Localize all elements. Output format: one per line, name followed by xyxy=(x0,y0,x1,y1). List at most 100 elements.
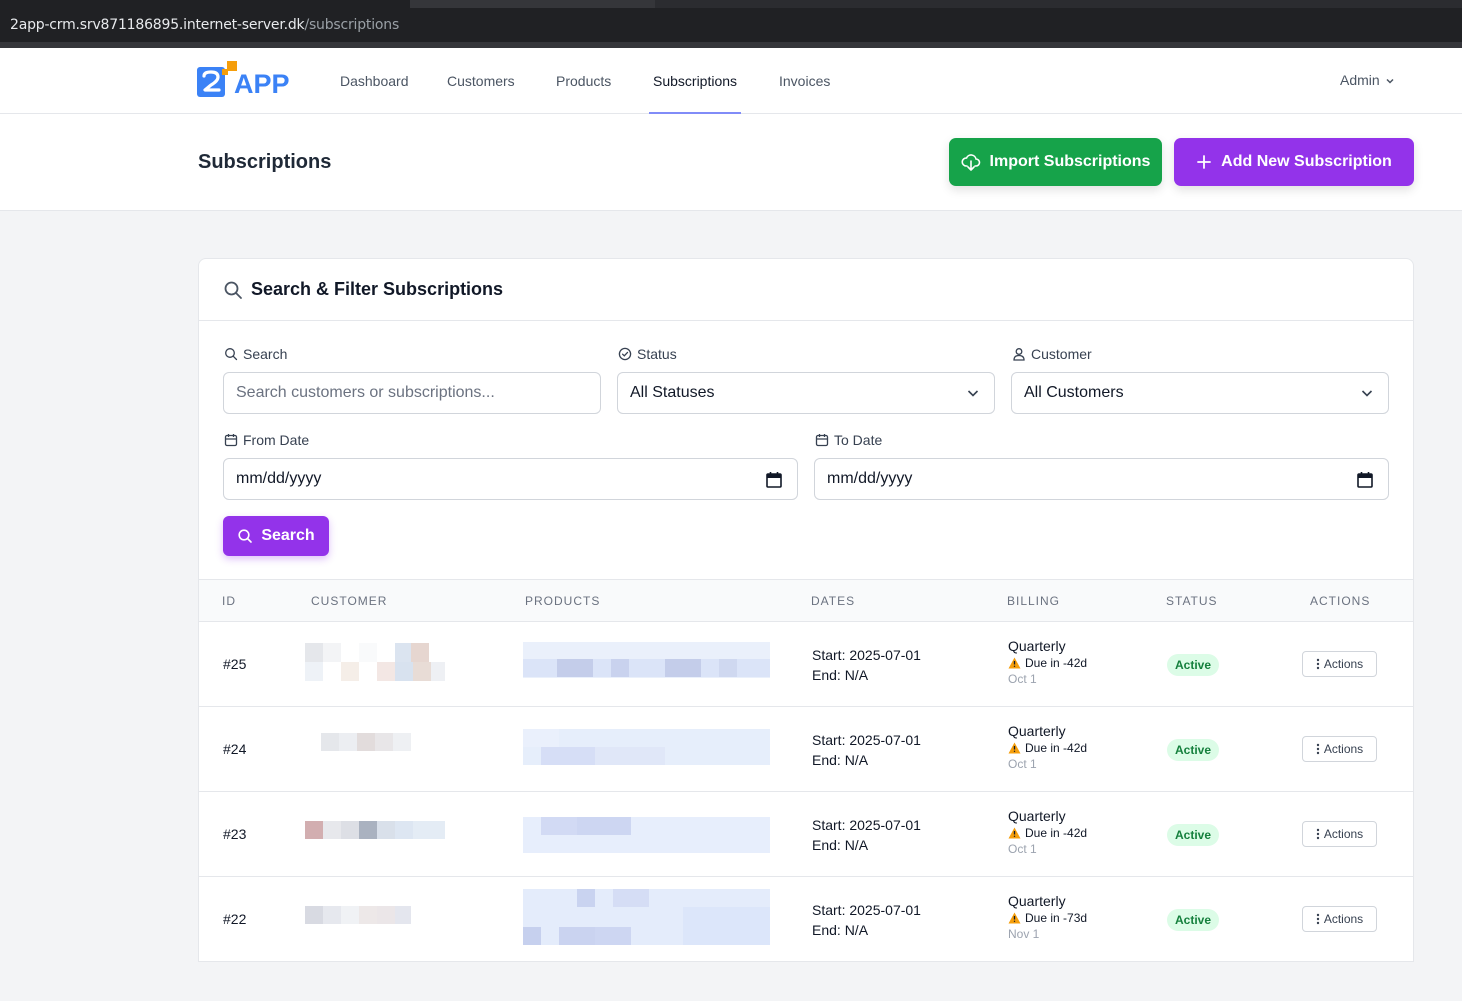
filter-panel: Search & Filter Subscriptions Search Sea… xyxy=(198,258,1414,580)
calendar-icon xyxy=(224,434,238,447)
table-row[interactable]: #25 Start: 2025-07-01 End: N/A Quarterly… xyxy=(199,622,1413,707)
search-label: Search xyxy=(224,346,287,362)
end-date: End: N/A xyxy=(812,837,869,853)
customer-name-redacted xyxy=(305,643,445,681)
to-date-input[interactable]: mm/dd/yyyy xyxy=(814,458,1389,500)
to-date-label: To Date xyxy=(815,432,882,448)
column-header-billing: BILLING xyxy=(1007,594,1061,608)
nav-invoices[interactable]: Invoices xyxy=(779,73,831,89)
search-button[interactable]: Search xyxy=(223,516,329,556)
billing-info: Quarterly Due in -42d Oct 1 xyxy=(1008,638,1087,686)
table-row[interactable]: #24 Start: 2025-07-01 End: N/A Quarterly… xyxy=(199,707,1413,792)
browser-url-bar: 2app-crm.srv871186895.internet-server.dk… xyxy=(0,0,1462,48)
logo-text: APP xyxy=(234,69,290,99)
user-icon xyxy=(1013,348,1025,361)
customer-select-value: All Customers xyxy=(1024,384,1124,401)
status-label-text: Status xyxy=(637,346,677,362)
url-path: /subscriptions xyxy=(304,17,400,33)
search-label-text: Search xyxy=(243,346,288,362)
actions-button[interactable]: Actions xyxy=(1302,736,1377,762)
customer-label: Customer xyxy=(1012,346,1092,362)
actions-label: Actions xyxy=(1323,912,1364,926)
actions-button[interactable]: Actions xyxy=(1302,651,1377,677)
due-date: Nov 1 xyxy=(1008,927,1040,941)
billing-info: Quarterly Due in -42d Oct 1 xyxy=(1008,808,1087,856)
nav-products[interactable]: Products xyxy=(556,73,612,89)
more-vertical-icon xyxy=(1316,743,1320,755)
billing-info: Quarterly Due in -73d Nov 1 xyxy=(1008,893,1087,941)
customer-select[interactable]: All Customers xyxy=(1011,372,1389,414)
status-select-value: All Statuses xyxy=(630,384,715,401)
due-date: Oct 1 xyxy=(1008,757,1037,771)
search-icon xyxy=(238,529,253,543)
nav-dashboard[interactable]: Dashboard xyxy=(340,73,409,89)
status-badge: Active xyxy=(1167,909,1220,931)
customer-name-redacted xyxy=(305,821,445,839)
address-field[interactable]: 2app-crm.srv871186895.internet-server.dk… xyxy=(10,17,399,33)
billing-cycle: Quarterly xyxy=(1008,723,1066,739)
nav-subscriptions[interactable]: Subscriptions xyxy=(648,48,742,114)
subscription-dates: Start: 2025-07-01 End: N/A xyxy=(812,730,921,770)
due-date: Oct 1 xyxy=(1008,842,1037,856)
chevron-down-icon xyxy=(967,390,979,397)
user-name: Admin xyxy=(1340,72,1380,88)
app-logo[interactable]: APP xyxy=(197,60,297,100)
products-redacted xyxy=(523,729,770,765)
due-text: Due in -73d xyxy=(1025,911,1088,925)
search-button-label: Search xyxy=(261,527,315,544)
warning-icon xyxy=(1008,827,1021,839)
end-date: End: N/A xyxy=(812,922,869,938)
actions-button[interactable]: Actions xyxy=(1302,821,1377,847)
subscription-id: #23 xyxy=(223,826,247,842)
add-label: Add New Subscription xyxy=(1221,153,1392,170)
status-badge: Active xyxy=(1167,824,1220,846)
from-date-label-text: From Date xyxy=(243,432,310,448)
filter-panel-title: Search & Filter Subscriptions xyxy=(251,279,504,299)
calendar-icon xyxy=(815,434,829,447)
search-icon xyxy=(224,281,242,299)
due-text: Due in -42d xyxy=(1025,656,1088,670)
import-subscriptions-button[interactable]: Import Subscriptions xyxy=(949,138,1162,186)
subscription-dates: Start: 2025-07-01 End: N/A xyxy=(812,815,921,855)
actions-button[interactable]: Actions xyxy=(1302,906,1377,932)
actions-label: Actions xyxy=(1323,657,1364,671)
customer-name-redacted xyxy=(321,733,411,751)
logo-icon: APP xyxy=(197,61,290,99)
more-vertical-icon xyxy=(1316,828,1320,840)
subscription-dates: Start: 2025-07-01 End: N/A xyxy=(812,645,921,685)
status-select[interactable]: All Statuses xyxy=(617,372,995,414)
due-indicator: Due in -42d xyxy=(1008,826,1087,840)
column-header-id: ID xyxy=(222,594,236,608)
table-row[interactable]: #23 Start: 2025-07-01 End: N/A Quarterly… xyxy=(199,792,1413,877)
warning-icon xyxy=(1008,912,1021,924)
search-input[interactable]: Search customers or subscriptions... xyxy=(223,372,601,414)
due-text: Due in -42d xyxy=(1025,826,1088,840)
due-text: Due in -42d xyxy=(1025,741,1088,755)
due-indicator: Due in -73d xyxy=(1008,911,1087,925)
billing-cycle: Quarterly xyxy=(1008,638,1066,654)
user-menu[interactable]: Admin xyxy=(1340,48,1396,114)
column-header-products: PRODUCTS xyxy=(525,594,601,608)
products-redacted xyxy=(523,817,770,853)
add-subscription-button[interactable]: Add New Subscription xyxy=(1174,138,1414,186)
nav-customers[interactable]: Customers xyxy=(447,73,515,89)
billing-cycle: Quarterly xyxy=(1008,893,1066,909)
billing-cycle: Quarterly xyxy=(1008,808,1066,824)
status-label: Status xyxy=(618,346,677,362)
column-header-status: STATUS xyxy=(1166,594,1218,608)
from-date-input[interactable]: mm/dd/yyyy xyxy=(223,458,798,500)
status-badge: Active xyxy=(1167,654,1220,676)
status-badge: Active xyxy=(1167,739,1220,761)
to-date-label-text: To Date xyxy=(834,432,883,448)
table-row[interactable]: #22 Start: 2025-07-01 End: N/A Quarterly… xyxy=(199,877,1413,962)
page-title: Subscriptions xyxy=(198,151,332,173)
due-indicator: Due in -42d xyxy=(1008,656,1087,670)
calendar-icon[interactable] xyxy=(1356,471,1374,489)
subscription-dates: Start: 2025-07-01 End: N/A xyxy=(812,900,921,940)
calendar-icon[interactable] xyxy=(765,471,783,489)
subscriptions-table: ID CUSTOMER PRODUCTS DATES BILLING STATU… xyxy=(198,580,1414,962)
column-header-dates: DATES xyxy=(811,594,856,608)
actions-label: Actions xyxy=(1323,827,1364,841)
due-indicator: Due in -42d xyxy=(1008,741,1087,755)
billing-info: Quarterly Due in -42d Oct 1 xyxy=(1008,723,1087,771)
